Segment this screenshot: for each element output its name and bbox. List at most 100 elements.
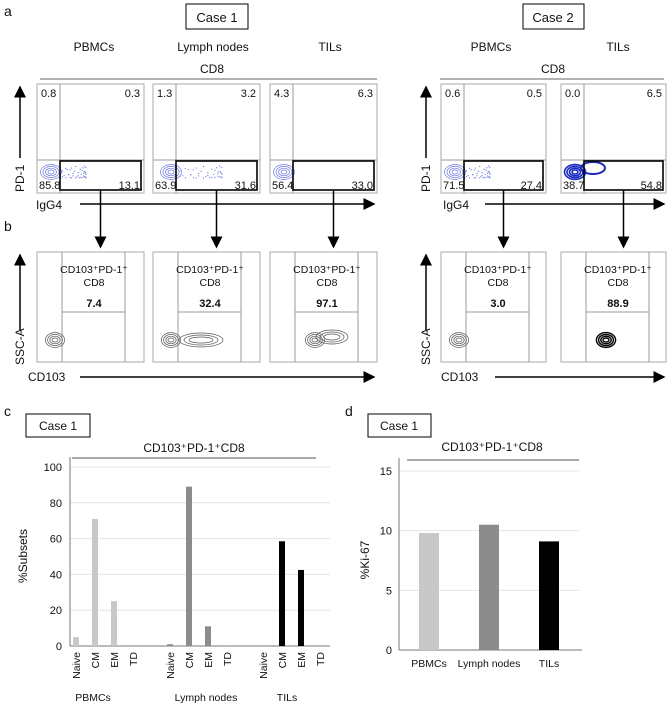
event-dot — [184, 167, 187, 169]
case1-box-d: Case 1 — [367, 413, 432, 438]
event-dot — [487, 176, 489, 178]
contour — [315, 329, 349, 345]
quadrant-ll-value: 85.8 — [39, 180, 60, 192]
contour — [45, 332, 65, 348]
contour — [580, 161, 606, 175]
event-dot — [476, 172, 478, 175]
contour — [305, 332, 325, 348]
category-label: Naive — [71, 652, 83, 679]
pd1-igg4-plot: 4.3 6.3 56.4 33.0 — [269, 83, 378, 249]
y-tick-label: 0 — [56, 641, 62, 653]
igg4-axis-label: IgG4 — [36, 198, 62, 212]
event-dot — [475, 177, 477, 179]
y-tick-label: 40 — [50, 569, 62, 581]
event-dot — [479, 165, 481, 168]
quadrant-ur-value: 6.5 — [647, 88, 662, 100]
event-dot — [472, 174, 474, 176]
quadrant-ll-value: 56.4 — [272, 180, 293, 192]
event-dot — [221, 173, 223, 175]
bar-pbmcs-em — [111, 601, 117, 646]
category-label: PBMCs — [411, 658, 447, 670]
contour — [571, 169, 579, 175]
event-dot — [207, 174, 209, 177]
event-dot — [65, 177, 67, 179]
pd1-axis-label: PD-1 — [419, 164, 433, 192]
event-dot — [65, 167, 67, 169]
case1-box-a: Case 1 — [185, 3, 249, 30]
event-dot — [202, 165, 205, 168]
quadrant-lr-value: 27.4 — [521, 180, 542, 192]
contour — [167, 337, 175, 343]
ssc-cd103-plot: CD103⁺PD-1⁺CD8 97.1 — [269, 251, 378, 363]
category-label: Naive — [165, 652, 177, 679]
ssc-cd103-plot: CD103⁺PD-1⁺CD8 32.4 — [152, 251, 261, 363]
chart-title: CD103⁺PD-1⁺CD8 — [143, 441, 245, 455]
event-dot — [219, 171, 222, 173]
event-dot — [187, 168, 189, 171]
axis-arrows-b: SSC-A CD103 SSC-A CD103 — [13, 253, 666, 384]
gate-label: CD103⁺PD-1⁺ — [176, 264, 244, 276]
event-dot — [217, 175, 219, 177]
ssc-axis-label: SSC-A — [419, 328, 433, 365]
bar-tils-em — [298, 569, 304, 646]
event-dot — [485, 169, 487, 171]
event-dot — [465, 175, 468, 178]
contour — [568, 167, 582, 177]
event-dot — [214, 176, 216, 179]
contour — [163, 334, 179, 346]
event-dot — [85, 173, 87, 175]
event-dot — [182, 175, 184, 177]
quadrant-ll-value: 63.9 — [155, 180, 176, 192]
panel-label-a: a — [4, 3, 12, 19]
event-dot — [69, 176, 71, 179]
event-dot — [207, 172, 209, 174]
event-dot — [78, 177, 80, 179]
event-dot — [61, 170, 64, 172]
contour — [323, 333, 341, 341]
bar-pbmcs — [419, 533, 439, 650]
case1-box-c: Case 1 — [25, 413, 91, 438]
event-dot — [83, 172, 85, 174]
event-dot — [489, 177, 491, 179]
contour — [451, 169, 459, 175]
event-dot — [476, 175, 478, 177]
event-dot — [205, 176, 207, 178]
contour — [275, 166, 293, 178]
quadrant-ur-value: 0.3 — [125, 88, 140, 100]
event-dot — [79, 176, 81, 178]
event-dot — [480, 176, 482, 178]
event-dot — [218, 176, 220, 178]
y-axis-label: %Subsets — [16, 529, 30, 583]
event-dot — [217, 172, 219, 174]
event-dot — [218, 171, 220, 173]
event-dot — [85, 166, 87, 169]
event-dot — [483, 176, 485, 178]
contour — [51, 337, 59, 343]
ssc-cd103-plot: CD103⁺PD-1⁺CD8 88.9 — [560, 251, 667, 363]
panel-label-b: b — [4, 218, 12, 234]
quadrant-ll-value: 71.5 — [443, 180, 464, 192]
event-dot — [82, 167, 84, 169]
contour — [49, 335, 61, 345]
gate-label: CD8 — [607, 277, 628, 289]
y-tick-label: 10 — [380, 526, 392, 538]
event-dot — [81, 176, 83, 179]
event-dot — [477, 170, 479, 172]
bar-lymph-nodes-naive — [167, 644, 173, 646]
pd1-igg4-plot: 0.0 6.5 38.7 54.8 — [560, 83, 667, 249]
quadrant-lr-value: 54.8 — [641, 180, 662, 192]
bar-pbmcs-cm — [92, 518, 98, 646]
event-dot — [83, 176, 85, 178]
ssc-cd103-plot: CD103⁺PD-1⁺CD8 3.0 — [440, 251, 547, 363]
event-dot — [221, 166, 223, 169]
event-dot — [211, 168, 213, 170]
subsets-bar-chart: CD103⁺PD-1⁺CD8 0 20 40 60 80 100 %Subsets Naive C… — [16, 441, 330, 704]
contour — [42, 166, 60, 178]
contour — [47, 169, 55, 175]
quadrant-ur-value: 6.3 — [358, 88, 373, 100]
quadrant-lr-value: 31.6 — [235, 180, 256, 192]
event-dot — [75, 177, 77, 179]
event-dot — [77, 172, 79, 174]
